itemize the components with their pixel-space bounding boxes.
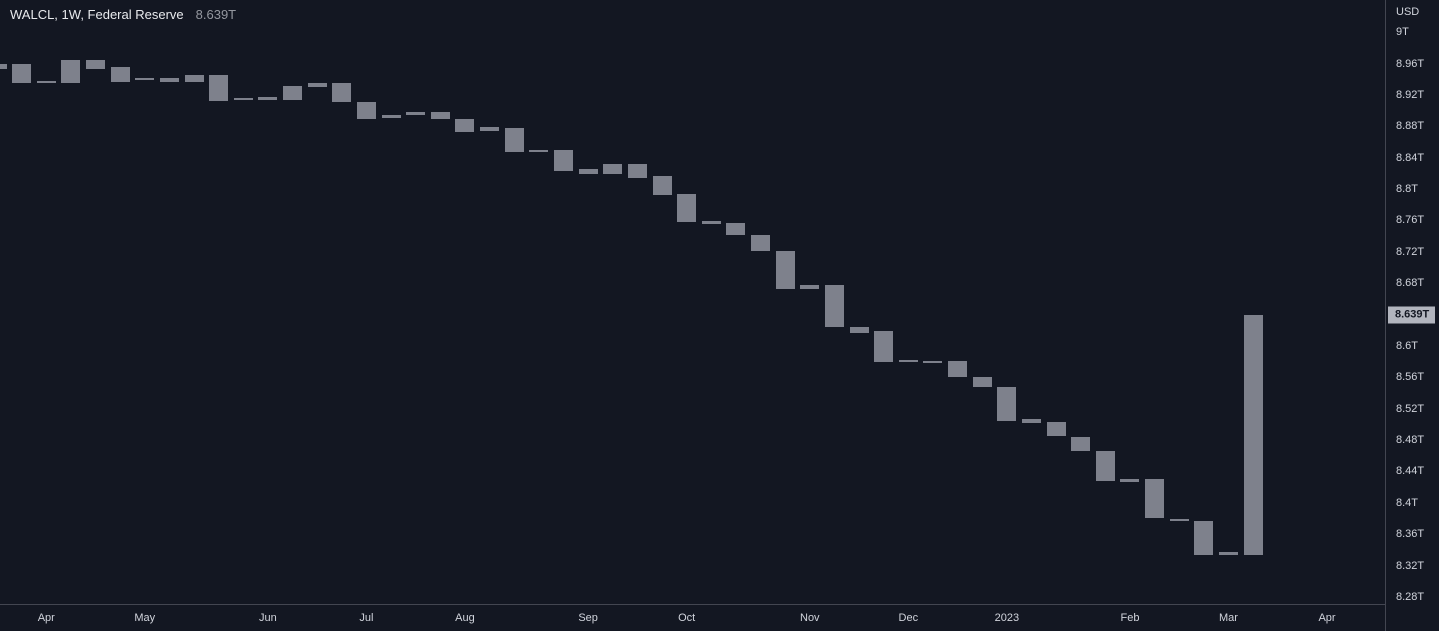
symbol-last-value: 8.639T [195, 7, 237, 22]
time-tick-label: Aug [455, 612, 475, 624]
price-bar [529, 149, 549, 153]
price-bar [775, 251, 795, 289]
time-tick-label: Oct [678, 612, 696, 624]
price-bar [1021, 418, 1041, 423]
price-bar [824, 284, 844, 328]
price-bar [381, 115, 401, 119]
price-tick-label: 8.8T [1396, 183, 1419, 196]
price-tick-label: 8.68T [1396, 277, 1425, 290]
price-tick-label: 8.44T [1396, 465, 1425, 478]
time-tick-label: Dec [898, 612, 919, 624]
price-bar [110, 67, 130, 82]
price-tick-label: 8.6T [1396, 339, 1419, 352]
price-bar [849, 327, 869, 333]
price-bar [504, 127, 524, 153]
price-bar [307, 83, 327, 88]
price-bar [1194, 520, 1214, 556]
time-axis[interactable]: Apr May Jun Jul Aug Sep Oct Nov Dec 2023 Feb Mar Apr [0, 604, 1439, 631]
price-bar [258, 97, 278, 100]
price-tick-label: 8.56T [1396, 371, 1425, 384]
price-bar [898, 360, 918, 363]
price-bar [1071, 436, 1091, 452]
price-tick-label: 8.72T [1396, 245, 1425, 258]
price-bar [751, 235, 771, 251]
price-bar [12, 63, 32, 84]
price-bar [480, 127, 500, 131]
price-bar [86, 60, 106, 70]
currency-label: USD [1396, 6, 1420, 18]
time-tick-label: Feb [1120, 612, 1140, 624]
price-axis[interactable]: USD 8.639T 9T 8.96T 8.92T 8.88T 8.84T 8.8T 8.7… [1385, 0, 1439, 631]
price-bar [184, 74, 204, 83]
price-tick-label: 8.92T [1396, 88, 1425, 101]
time-tick-label: Apr [1318, 612, 1336, 624]
time-tick-label: 2023 [994, 612, 1020, 624]
price-tick-label: 8.76T [1396, 214, 1425, 227]
price-bar [800, 284, 820, 289]
price-bar [652, 175, 672, 196]
price-tick-label: 9T [1396, 26, 1409, 39]
price-bar [578, 169, 598, 175]
price-bar [603, 163, 623, 175]
price-bar [332, 83, 352, 102]
price-bar [430, 112, 450, 120]
price-bar [36, 80, 56, 83]
price-bar [1243, 315, 1263, 555]
price-bar [1095, 451, 1115, 481]
price-bar [726, 222, 746, 236]
price-bar [677, 193, 697, 222]
price-tick-label: 8.84T [1396, 151, 1425, 164]
price-bar [135, 78, 155, 81]
time-tick-label: Nov [800, 612, 820, 624]
price-bar [455, 119, 475, 132]
price-bar [997, 386, 1017, 422]
last-price-label: 8.639T [1388, 306, 1435, 324]
price-bar [159, 78, 179, 83]
symbol-title: WALCL, 1W, Federal Reserve [10, 7, 184, 22]
price-tick-label: 8.96T [1396, 57, 1425, 70]
price-tick-label: 8.48T [1396, 434, 1425, 447]
price-bar [1145, 479, 1165, 518]
price-bar [972, 377, 992, 387]
price-bar [627, 163, 647, 179]
price-bar [233, 98, 253, 101]
symbol-legend[interactable]: WALCL, 1W, Federal Reserve 8.639T [10, 6, 236, 23]
price-bar [61, 60, 81, 84]
price-bar [1046, 422, 1066, 437]
time-tick-label: Apr [37, 612, 55, 624]
price-bar [553, 149, 573, 171]
price-bar [1219, 552, 1238, 556]
price-bar [283, 86, 303, 100]
price-bar [948, 360, 968, 378]
time-tick-label: May [134, 612, 156, 624]
price-bar [356, 101, 376, 120]
price-bar [1120, 479, 1140, 482]
time-tick-label: Sep [578, 612, 598, 624]
price-bar [406, 112, 426, 116]
price-bar [1169, 519, 1189, 522]
price-tick-label: 8.52T [1396, 402, 1425, 415]
price-bar [923, 360, 943, 364]
price-tick-label: 8.36T [1396, 528, 1425, 541]
price-bar [209, 74, 229, 102]
price-bar [701, 221, 721, 224]
time-tick-label: Mar [1219, 612, 1238, 624]
price-tick-label: 8.88T [1396, 120, 1425, 133]
time-tick-label: Jul [359, 612, 374, 624]
time-tick-label: Jun [259, 612, 277, 624]
chart-canvas[interactable] [0, 0, 1385, 604]
price-tick-label: 8.4T [1396, 496, 1419, 509]
price-bar [874, 331, 894, 362]
price-tick-label: 8.28T [1396, 590, 1425, 603]
time-axis-border [0, 604, 1386, 605]
price-tick-label: 8.32T [1396, 559, 1425, 572]
price-bar [0, 63, 7, 70]
